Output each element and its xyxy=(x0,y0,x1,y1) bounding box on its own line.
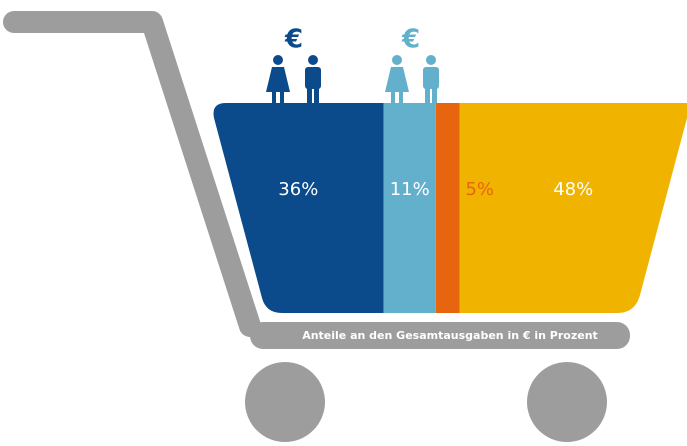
wheel xyxy=(527,362,607,442)
euro-icon: € xyxy=(401,25,420,55)
value-label: 36% xyxy=(278,179,318,200)
people-icon xyxy=(385,55,439,103)
wheel xyxy=(245,362,325,442)
basket xyxy=(213,103,687,313)
cart-handle xyxy=(3,11,261,337)
people-icon xyxy=(266,55,321,103)
bar-segment xyxy=(383,103,436,313)
euro-icon: € xyxy=(284,25,303,55)
bar-segment xyxy=(435,103,460,313)
caption: Anteile an den Gesamtausgaben in € in Pr… xyxy=(302,329,598,342)
value-label: 11% xyxy=(390,179,430,200)
cart-base xyxy=(250,322,630,349)
value-label: 48% xyxy=(553,179,593,200)
bar-segment xyxy=(459,103,687,313)
value-label: 5% xyxy=(465,179,494,200)
